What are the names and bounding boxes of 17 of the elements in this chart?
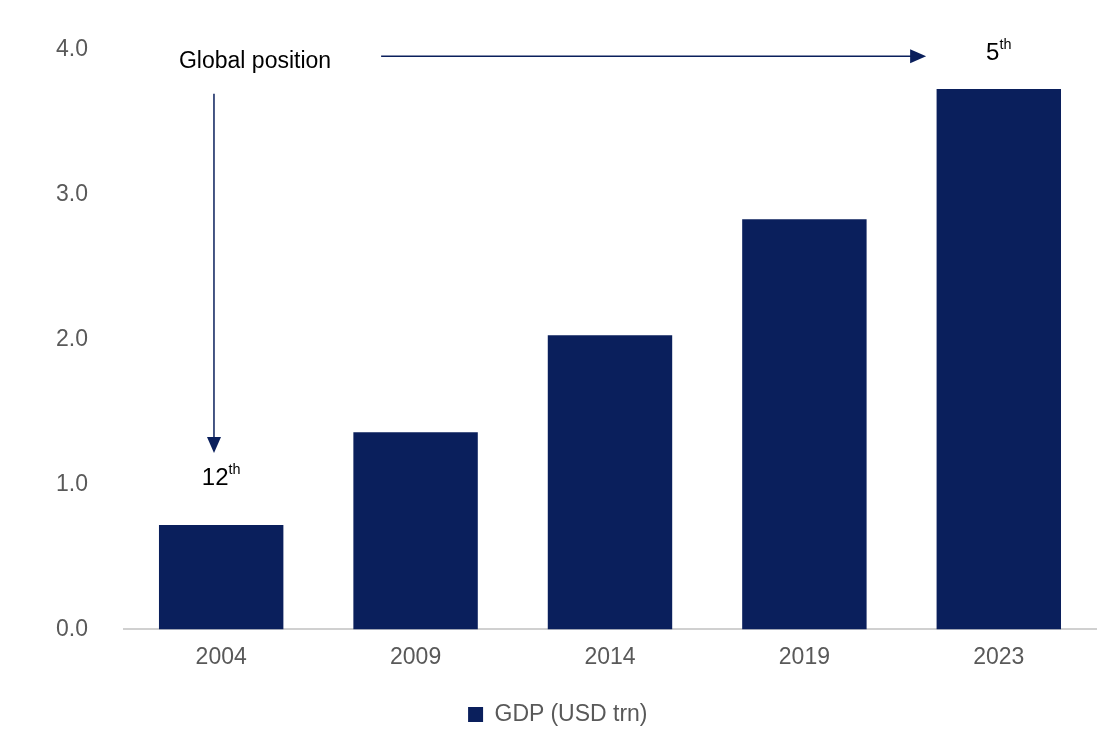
x-tick-label: 2014 <box>584 642 636 669</box>
y-tick-label: 1.0 <box>55 469 88 496</box>
bar <box>353 432 478 630</box>
legend-label: GDP (USD trn) <box>494 699 648 726</box>
x-tick-label: 2009 <box>390 642 442 669</box>
x-tick-label: 2023 <box>973 642 1025 669</box>
y-tick-label: 0.0 <box>55 614 88 641</box>
x-tick-label: 2019 <box>778 642 830 669</box>
x-tick-label: 2004 <box>195 642 247 669</box>
annotation: Global position <box>178 46 332 73</box>
bar <box>936 88 1062 630</box>
y-tick-label: 3.0 <box>55 180 88 207</box>
bar <box>158 525 284 630</box>
y-tick-label: 2.0 <box>55 324 88 351</box>
bar <box>547 335 673 630</box>
bar <box>742 219 867 630</box>
y-tick-label: 4.0 <box>55 35 88 62</box>
